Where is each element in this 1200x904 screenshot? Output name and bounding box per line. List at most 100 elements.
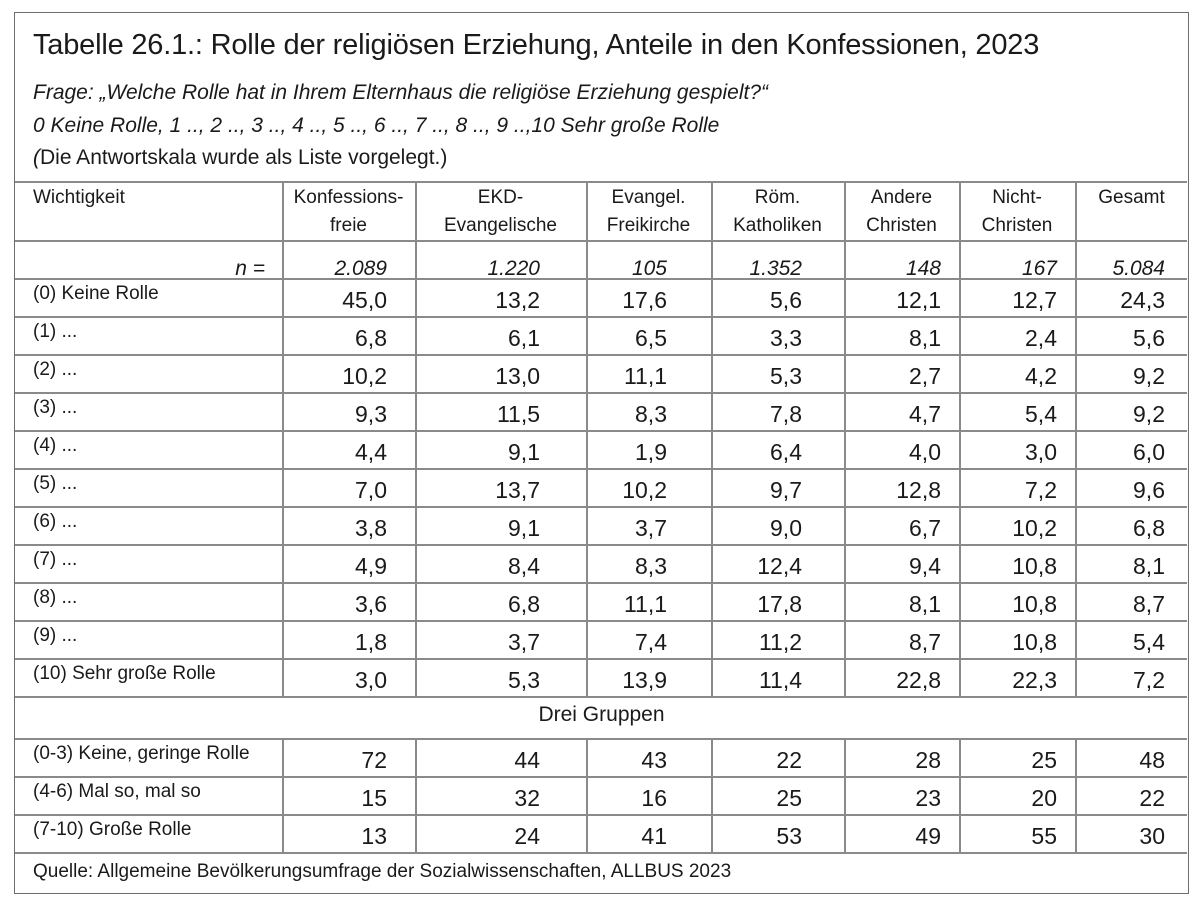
column-divider xyxy=(844,181,846,696)
table-row-value: 12,1 xyxy=(896,287,941,313)
source-note: Quelle: Allgemeine Bevölkerungsumfrage d… xyxy=(33,861,732,882)
table-row-value: 11,4 xyxy=(758,667,802,693)
table-row-value: 45,0 xyxy=(342,287,387,313)
row-divider xyxy=(15,240,1187,242)
column-header-5: Andere xyxy=(870,187,933,208)
table-row-value: 9,2 xyxy=(1133,401,1165,427)
table-row-value: 5,4 xyxy=(1025,401,1057,427)
column-header-6: Nicht- xyxy=(992,187,1042,208)
group-row-value: 25 xyxy=(1031,747,1057,773)
column-header-2: Evangelische xyxy=(443,215,558,236)
row-divider xyxy=(15,316,1187,318)
group-row-value: 55 xyxy=(1031,823,1057,849)
row-divider xyxy=(15,738,1187,740)
column-divider xyxy=(711,181,713,696)
table-row-value: 3,3 xyxy=(770,325,802,351)
table-row-value: 13,9 xyxy=(622,667,667,693)
group-row-value: 49 xyxy=(915,823,941,849)
table-row-value: 8,3 xyxy=(635,553,667,579)
group-row-value: 20 xyxy=(1031,785,1057,811)
group-row-label: (0-3) Keine, geringe Rolle xyxy=(33,743,250,764)
scale-note-open: ( xyxy=(33,146,40,169)
table-row-value: 9,3 xyxy=(355,401,387,427)
group-row-value: 72 xyxy=(361,747,387,773)
table-row-value: 11,2 xyxy=(758,629,802,655)
group-row-value: 43 xyxy=(641,747,667,773)
row-divider xyxy=(15,658,1187,660)
answer-scale: 0 Keine Rolle, 1 .., 2 .., 3 .., 4 .., 5… xyxy=(33,114,720,137)
table-row-value: 13,2 xyxy=(495,287,540,313)
table-row-value: 8,4 xyxy=(508,553,540,579)
row-divider xyxy=(15,620,1187,622)
table-row-label: (2) ... xyxy=(33,359,78,380)
table-row-value: 12,8 xyxy=(896,477,941,503)
table-row-value: 1,8 xyxy=(355,629,387,655)
column-divider xyxy=(282,738,284,852)
column-divider xyxy=(586,738,588,852)
table-row-value: 4,2 xyxy=(1025,363,1057,389)
table-row-label: (0) Keine Rolle xyxy=(33,283,159,304)
row-divider xyxy=(15,468,1187,470)
scale-note: (Die Antwortskala wurde als Liste vorgel… xyxy=(33,146,447,170)
table-row-value: 5,6 xyxy=(770,287,802,313)
group-row-value: 53 xyxy=(776,823,802,849)
group-row-value: 30 xyxy=(1139,823,1165,849)
group-row-value: 23 xyxy=(915,785,941,811)
table-row-value: 10,8 xyxy=(1012,553,1057,579)
table-row-value: 4,9 xyxy=(355,553,387,579)
column-divider xyxy=(959,181,961,696)
group-row-value: 28 xyxy=(915,747,941,773)
column-header-3: Evangel. xyxy=(611,187,686,208)
table-row-value: 6,0 xyxy=(1133,439,1165,465)
table-row-value: 4,7 xyxy=(909,401,941,427)
column-divider xyxy=(711,738,713,852)
column-header-4: Katholiken xyxy=(733,215,822,236)
row-divider xyxy=(15,582,1187,584)
table-row-value: 12,7 xyxy=(1012,287,1057,313)
group-row-value: 44 xyxy=(514,747,540,773)
table-row-value: 3,7 xyxy=(508,629,540,655)
group-row-value: 15 xyxy=(361,785,387,811)
table-title: Tabelle 26.1.: Rolle der religiösen Erzi… xyxy=(33,29,1040,61)
column-header-7: Gesamt xyxy=(1098,187,1165,208)
group-row-value: 48 xyxy=(1139,747,1165,773)
table-row-value: 24,3 xyxy=(1120,287,1165,313)
table-row-value: 1,9 xyxy=(635,439,667,465)
table-row-value: 8,1 xyxy=(909,325,941,351)
n-label: n = xyxy=(235,257,265,280)
column-divider xyxy=(844,738,846,852)
n-value: 1.352 xyxy=(749,257,802,280)
table-row-value: 9,1 xyxy=(508,515,540,541)
table-row-value: 11,1 xyxy=(623,363,667,389)
table-row-value: 3,6 xyxy=(355,591,387,617)
n-value: 148 xyxy=(905,257,941,280)
table-row-value: 5,3 xyxy=(770,363,802,389)
table-row-value: 10,2 xyxy=(342,363,387,389)
table-row-value: 3,8 xyxy=(355,515,387,541)
row-divider xyxy=(15,354,1187,356)
table-row-label: (9) ... xyxy=(33,625,78,646)
group-row-value: 22 xyxy=(1139,785,1165,811)
table-row-value: 3,0 xyxy=(355,667,387,693)
group-row-value: 16 xyxy=(641,785,667,811)
table-row-value: 9,0 xyxy=(770,515,802,541)
table-row-value: 22,3 xyxy=(1012,667,1057,693)
group-row-value: 22 xyxy=(776,747,802,773)
column-divider xyxy=(1075,181,1077,696)
n-value: 1.220 xyxy=(487,257,540,280)
group-row-label: (4-6) Mal so, mal so xyxy=(33,781,201,802)
group-subheader: Drei Gruppen xyxy=(538,703,665,726)
table-row-value: 6,8 xyxy=(508,591,540,617)
table-row-value: 7,4 xyxy=(635,629,667,655)
row-divider xyxy=(15,852,1187,854)
table-row-label: (4) ... xyxy=(33,435,78,456)
row-divider xyxy=(15,814,1187,816)
group-row-value: 41 xyxy=(641,823,667,849)
table-row-label: (6) ... xyxy=(33,511,78,532)
column-divider xyxy=(282,181,284,696)
table-row-label: (10) Sehr große Rolle xyxy=(33,663,216,684)
table-row-value: 5,6 xyxy=(1133,325,1165,351)
column-header-5: Christen xyxy=(866,215,937,236)
row-divider xyxy=(15,776,1187,778)
table-row-label: (3) ... xyxy=(33,397,78,418)
